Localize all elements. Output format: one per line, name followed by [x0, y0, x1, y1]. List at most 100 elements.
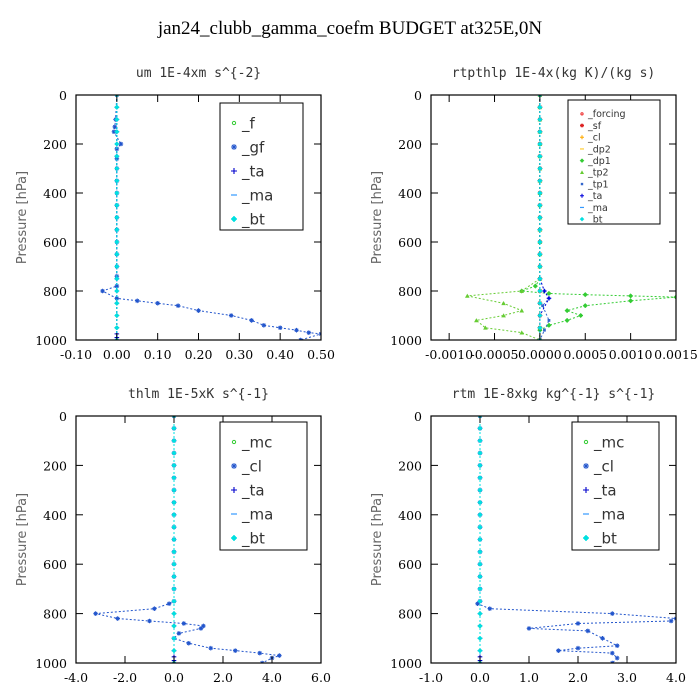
- legend-label: _ma: [593, 505, 625, 524]
- data-point: [582, 303, 588, 309]
- data-point: [171, 475, 177, 481]
- y-tick-label: 200: [43, 137, 67, 152]
- data-point: [477, 499, 483, 506]
- data-point: [196, 308, 201, 313]
- data-point: [537, 251, 543, 257]
- x-tick-label: 3.0: [617, 670, 637, 685]
- y-tick-label: 0: [59, 88, 67, 103]
- data-point: [585, 628, 591, 634]
- data-point: [537, 312, 543, 319]
- legend-marker: [583, 487, 589, 493]
- data-point: [114, 202, 120, 208]
- data-point: [537, 276, 543, 282]
- data-point: [118, 141, 124, 147]
- data-point: [114, 325, 120, 331]
- data-point: [171, 450, 177, 456]
- x-tick-label: -0.0010: [425, 347, 473, 362]
- y-tick-label: 400: [43, 508, 67, 523]
- data-point: [155, 300, 160, 306]
- legend-label: _ma: [587, 203, 608, 214]
- x-tick-label: 4.0: [262, 670, 282, 685]
- y-axis-label: Pressure [hPa]: [370, 171, 385, 264]
- legend-marker: [231, 487, 237, 493]
- data-point: [537, 227, 543, 233]
- data-point: [519, 308, 525, 313]
- legend-marker: [580, 170, 584, 174]
- data-point: [171, 623, 177, 629]
- legend-marker: [230, 534, 238, 542]
- x-tick-label: 6.0: [311, 670, 331, 685]
- series-layer: [475, 416, 676, 663]
- data-point: [147, 618, 152, 624]
- data-point: [546, 296, 552, 301]
- data-point: [249, 318, 254, 323]
- legend-marker: [580, 123, 584, 128]
- legend-marker: [231, 168, 237, 174]
- data-point: [501, 313, 506, 318]
- x-tick-label: 4.0: [666, 670, 686, 685]
- legend-label: _tp1: [587, 179, 609, 190]
- x-tick-label: 0.0: [164, 670, 184, 685]
- data-point: [519, 288, 525, 293]
- legend-label: _tp2: [587, 168, 609, 179]
- legend-label: _ta: [593, 481, 617, 500]
- y-tick-label: 600: [43, 235, 67, 250]
- y-tick-label: 600: [398, 557, 422, 572]
- data-point: [519, 330, 525, 335]
- data-point: [277, 653, 282, 658]
- data-point: [477, 475, 483, 481]
- y-tick-label: 0: [59, 409, 67, 424]
- data-point: [546, 290, 552, 297]
- panel-2: rtpthlp 1E-4x(kg K)/(kg s) Pressure [hPa]…: [370, 66, 698, 362]
- data-point: [537, 104, 543, 110]
- data-point: [171, 512, 177, 518]
- data-point: [501, 300, 506, 306]
- data-point: [614, 643, 620, 649]
- x-tick-label: 2.0: [213, 670, 233, 685]
- y-tick-label: 0: [414, 88, 422, 103]
- data-point: [114, 190, 120, 196]
- data-point: [541, 304, 544, 308]
- panel-title: rtpthlp 1E-4x(kg K)/(kg s): [452, 66, 656, 81]
- data-point: [477, 462, 483, 469]
- data-point: [232, 648, 238, 653]
- legend-label: _mc: [593, 433, 624, 452]
- x-tick-label: -2.0: [113, 670, 137, 685]
- x-tick-label: 0.0015: [654, 347, 698, 362]
- data-point: [537, 214, 543, 221]
- data-point: [114, 104, 120, 110]
- data-point: [186, 640, 191, 646]
- data-point: [257, 650, 263, 656]
- data-point: [537, 239, 543, 245]
- data-point: [134, 298, 140, 304]
- data-point: [171, 499, 177, 506]
- legend-label: _cl: [587, 133, 601, 144]
- legend-marker: [231, 439, 237, 445]
- legend-label: _sf: [587, 121, 602, 132]
- legend-marker: [580, 193, 584, 198]
- data-point: [93, 611, 98, 616]
- x-tick-label: -0.0005: [471, 347, 519, 362]
- data-point: [181, 621, 187, 626]
- x-tick-label: 0.30: [225, 347, 253, 362]
- data-point: [208, 645, 214, 651]
- data-point: [547, 319, 551, 322]
- data-point: [477, 610, 483, 617]
- data-point: [532, 283, 539, 289]
- data-point: [477, 512, 483, 518]
- data-point: [477, 425, 483, 432]
- data-point: [201, 623, 206, 629]
- data-point: [171, 487, 177, 493]
- data-point: [100, 288, 105, 294]
- legend-label: _bt: [241, 529, 265, 548]
- data-point: [537, 153, 543, 159]
- data-point: [477, 536, 483, 543]
- data-point: [114, 263, 120, 270]
- y-tick-label: 600: [43, 557, 67, 572]
- x-tick-label: -1.0: [419, 670, 443, 685]
- panel-4: rtm 1E-8xkg kg^{-1} s^{-1} Pressure [hPa]…: [370, 387, 686, 685]
- data-point: [114, 239, 120, 245]
- legend-label: _dp1: [587, 156, 611, 167]
- data-point: [556, 648, 561, 653]
- legend-marker: [582, 534, 590, 542]
